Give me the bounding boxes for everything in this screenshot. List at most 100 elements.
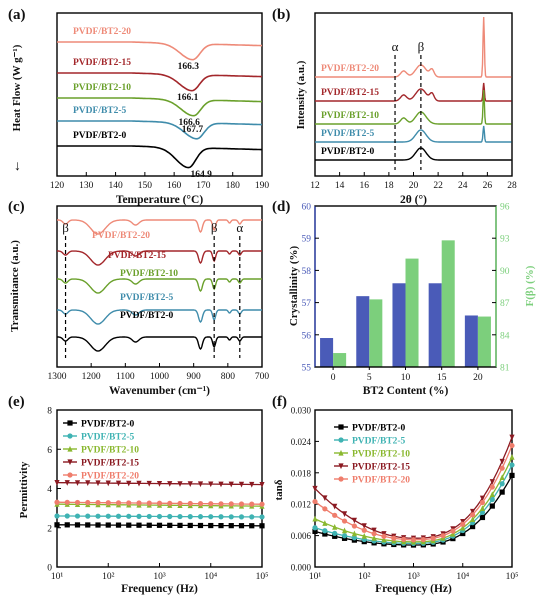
series-marker <box>208 514 214 520</box>
series-marker <box>322 528 328 534</box>
series-marker <box>341 511 348 517</box>
x-tick-label: 1000 <box>150 372 169 382</box>
series-marker <box>499 458 505 465</box>
dsc-curve <box>57 41 262 61</box>
series-marker <box>105 513 111 519</box>
series-marker <box>312 515 318 522</box>
y2-tick-label: 90 <box>500 267 510 277</box>
series-marker <box>338 476 344 482</box>
x-tick-label: 15 <box>437 373 447 383</box>
series-marker <box>85 499 91 506</box>
x-tick-label: 0 <box>331 373 336 383</box>
x-axis-label: Frequency (Hz) <box>375 583 452 595</box>
series-marker <box>64 480 70 486</box>
series-marker <box>322 495 328 502</box>
series-marker <box>401 536 407 543</box>
series-marker <box>115 500 122 506</box>
series-marker <box>351 517 357 524</box>
x-tick-label: 1200 <box>82 372 101 382</box>
series-marker <box>85 522 91 528</box>
series-marker <box>499 474 505 481</box>
band-marker-symbol: α <box>236 220 243 235</box>
ftir-spectrum <box>57 250 262 266</box>
y2-tick-label: 93 <box>500 235 510 245</box>
series-marker <box>341 518 348 524</box>
peak-label: 167.7 <box>182 125 204 135</box>
series-marker <box>136 513 142 519</box>
series-marker <box>332 512 338 518</box>
series-marker <box>54 522 60 528</box>
peak-label: 166.6 <box>178 118 200 128</box>
series-marker <box>499 481 505 487</box>
series-marker <box>146 522 152 528</box>
series-label: PVDF/BT2-10 <box>120 269 178 279</box>
panel-f: (f) 10¹ 10² 10³ 10⁴ 10⁵ Frequency (Hz) 0.000 0.0… <box>272 394 518 595</box>
panel-label: (c) <box>8 199 25 215</box>
ftir-spectrum <box>57 336 262 352</box>
series-label: PVDF/BT2-0 <box>321 147 375 157</box>
x-tick-label: 28 <box>507 181 517 191</box>
series-marker <box>177 500 183 507</box>
x-tick-label: 12 <box>310 181 320 191</box>
series-marker <box>218 522 224 529</box>
series-marker <box>146 500 152 506</box>
y-tick-label: 6 <box>47 446 52 456</box>
series-marker <box>259 523 265 529</box>
series-marker <box>470 508 476 515</box>
bar-crystallinity <box>320 338 334 367</box>
series-marker <box>156 480 163 487</box>
series-marker <box>167 500 173 506</box>
y2-tick-label: 96 <box>500 203 510 213</box>
x-tick-label: 10² <box>358 572 371 582</box>
bar-f-beta <box>477 316 491 367</box>
series-marker <box>105 522 111 528</box>
bar-f-beta <box>441 240 455 367</box>
series-marker <box>208 522 214 529</box>
dsc-curve <box>57 120 262 140</box>
series-marker <box>146 513 152 520</box>
series-marker <box>218 481 224 488</box>
x-tick-label: 10⁵ <box>256 572 269 582</box>
y-tick-label: 0.000 <box>291 563 312 573</box>
x-tick-label: 26 <box>483 181 493 191</box>
series-marker <box>74 513 81 519</box>
band-marker-symbol: β <box>211 220 218 235</box>
legend-label: PVDF/BT2-0 <box>352 424 406 434</box>
plot-frame <box>56 12 263 177</box>
series-marker <box>115 522 122 528</box>
y2-axis-label: F(β) (%) <box>524 265 536 306</box>
series-marker <box>479 509 486 515</box>
x-tick-label: 10 <box>401 373 411 383</box>
peak-label: 166.1 <box>177 93 199 103</box>
series-marker <box>177 522 183 528</box>
series-marker <box>479 499 486 506</box>
x-tick-label: 10⁵ <box>506 572 519 582</box>
series-marker <box>341 527 348 534</box>
xrd-pattern <box>315 16 512 78</box>
series-marker <box>238 501 245 507</box>
series-marker <box>430 535 436 541</box>
y-tick-label: 0.018 <box>291 468 312 478</box>
phase-marker-symbol: β <box>418 39 425 54</box>
series-marker <box>479 505 486 511</box>
series-marker <box>489 503 495 509</box>
series-marker <box>259 481 265 488</box>
series-marker <box>67 472 73 478</box>
series-marker <box>95 480 101 487</box>
y-tick-label: 0.030 <box>291 406 312 416</box>
series-marker <box>460 530 466 537</box>
series-marker <box>187 522 193 529</box>
series-marker <box>136 480 142 487</box>
series-marker <box>338 437 344 443</box>
x-axis-label: BT2 Content (%) <box>363 385 449 397</box>
series-label: PVDF/BT2-15 <box>73 58 131 68</box>
series-marker <box>440 533 446 539</box>
series-marker <box>470 516 476 523</box>
series-label: PVDF/BT2-15 <box>321 88 379 98</box>
y-tick-label: 2 <box>47 524 52 534</box>
x-tick-label: 130 <box>79 181 94 191</box>
series-marker <box>54 499 60 505</box>
series-marker <box>167 513 173 520</box>
panel-e: (e) 10¹ 10² 10³ 10⁴ 10⁵ Frequency (Hz) 0 2 4 6 8 Per… <box>8 394 268 595</box>
